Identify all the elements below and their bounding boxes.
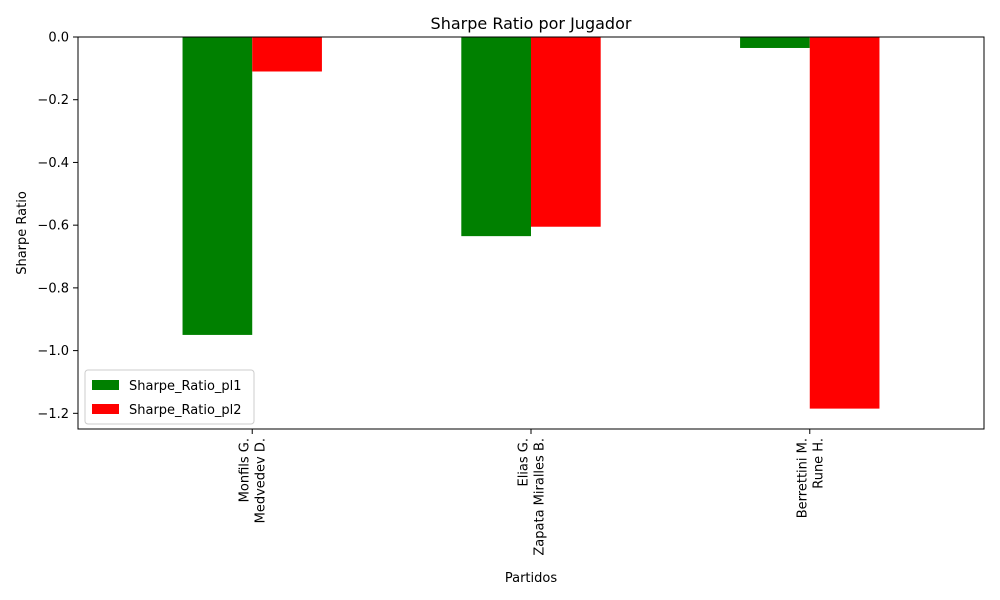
y-axis-label: Sharpe Ratio [15,191,30,275]
chart-title: Sharpe Ratio por Jugador [431,14,632,33]
legend-swatch-pl1 [92,380,119,390]
x-tick-label: Monfils G. [238,438,253,502]
bar-sharpe-ratio-pl1-2 [740,37,810,48]
y-tick-label: −0.8 [37,281,69,296]
y-tick-label: −1.2 [37,407,69,422]
x-axis: Monfils G. Medvedev D. Elias G. Zapata Mira… [238,429,826,556]
bar-sharpe-ratio-pl2-2 [809,37,880,409]
x-tick-label: Medvedev D. [254,438,269,523]
x-axis-label: Partidos [505,571,557,586]
bar-sharpe-ratio-pl1-1 [461,37,531,237]
legend-label-pl1: Sharpe_Ratio_pl1 [129,379,242,394]
legend-swatch-pl2 [92,404,119,414]
y-tick-label: −0.2 [37,93,69,108]
y-axis: 0.0 −0.2 −0.4 −0.6 −0.8 −1.0 −1.2 [37,31,78,422]
legend-box [84,369,255,425]
y-tick-label: −0.4 [37,156,69,171]
bar-sharpe-ratio-pl2-1 [531,37,601,227]
legend: Sharpe_Ratio_pl1 Sharpe_Ratio_pl2 [84,369,255,425]
bars-layer [182,37,880,409]
bar-sharpe-ratio-pl2-0 [252,37,322,72]
y-tick-label: 0.0 [48,31,69,46]
y-tick-label: −0.6 [37,219,69,234]
y-tick-label: −1.0 [37,344,69,359]
x-tick-label: Rune H. [811,438,826,489]
bar-sharpe-ratio-pl1-0 [182,37,253,335]
x-tick-label: Zapata Miralles B. [533,438,548,556]
x-tick-label: Berrettini M. [795,438,810,518]
x-tick-label: Elias G. [517,438,532,487]
legend-label-pl2: Sharpe_Ratio_pl2 [129,403,242,418]
